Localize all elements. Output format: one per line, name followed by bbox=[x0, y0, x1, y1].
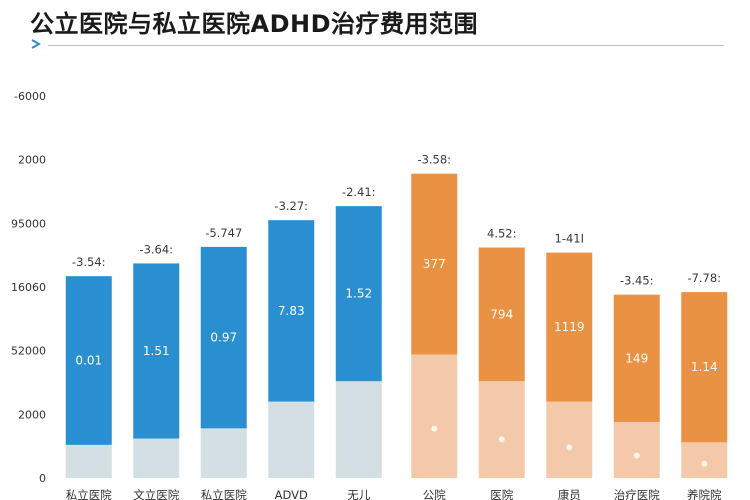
y-tick-label: -6000 bbox=[14, 90, 46, 103]
y-tick-label: 0 bbox=[39, 472, 46, 485]
x-tick-label: 康员 bbox=[558, 488, 581, 500]
x-tick-label: ADVD bbox=[275, 488, 308, 500]
bar-segment bbox=[200, 246, 247, 429]
y-tick-label: 2000 bbox=[18, 154, 46, 167]
bar-value-label: 1.14 bbox=[691, 360, 718, 374]
bar-top-label: -5.747 bbox=[205, 226, 242, 240]
bar-segment bbox=[268, 220, 315, 402]
bar-segment bbox=[681, 292, 728, 443]
bar-base-segment bbox=[335, 381, 382, 478]
bar-top-label: -3.54: bbox=[72, 255, 106, 269]
bar-base-segment bbox=[65, 444, 112, 478]
bar-base-segment bbox=[133, 438, 180, 478]
bar-value-label: 1119 bbox=[554, 320, 585, 334]
bar-top-label: -3.45: bbox=[620, 274, 654, 288]
bar-segment bbox=[133, 263, 180, 439]
x-tick-label: 无儿 bbox=[347, 488, 370, 500]
x-tick-label: 治疗医院 bbox=[614, 488, 660, 500]
bar-base-segment bbox=[546, 401, 593, 478]
bar-value-label: 149 bbox=[625, 351, 648, 365]
bar-top-label: 4.52: bbox=[487, 227, 516, 241]
x-tick-label: 私立医院 bbox=[66, 488, 112, 500]
bar-base-segment bbox=[268, 401, 315, 478]
bar-dot-marker bbox=[566, 444, 573, 451]
bar-segment bbox=[478, 247, 525, 382]
y-tick-label: 2000 bbox=[18, 408, 46, 421]
bar-value-label: 794 bbox=[490, 307, 513, 321]
bar-segment bbox=[613, 294, 660, 422]
bar-dot-marker bbox=[633, 452, 640, 459]
bar-dot-marker bbox=[431, 425, 438, 432]
bar-top-label: -2.41: bbox=[342, 185, 376, 199]
x-tick-label: 医院 bbox=[490, 488, 513, 500]
y-tick-label: 16060 bbox=[11, 281, 46, 294]
bar-segment bbox=[335, 206, 382, 382]
title-divider bbox=[48, 45, 724, 46]
bar-top-label: -7.78: bbox=[687, 271, 721, 285]
bar-segment bbox=[546, 252, 593, 402]
bar-base-segment bbox=[478, 381, 525, 478]
bar-value-label: 1.51 bbox=[143, 344, 170, 358]
y-tick-label: 95000 bbox=[11, 217, 46, 230]
chevron-icon bbox=[31, 39, 42, 49]
bar-top-label: 1-41I bbox=[555, 232, 585, 246]
bar-base-segment bbox=[411, 354, 458, 478]
bar-value-label: 1.52 bbox=[345, 287, 372, 301]
bar-value-label: 0.97 bbox=[210, 331, 237, 345]
bar-top-label: -3.58: bbox=[417, 153, 451, 167]
bar-dot-marker bbox=[498, 436, 505, 443]
bar-top-label: -3.64: bbox=[139, 242, 173, 256]
y-tick-label: 52000 bbox=[11, 345, 46, 358]
bar-segment bbox=[65, 276, 112, 445]
x-tick-label: 文立医院 bbox=[133, 488, 179, 500]
bar-value-label: 377 bbox=[423, 257, 446, 271]
x-tick-label: 私立医院 bbox=[201, 488, 247, 500]
bar-top-label: -3.27: bbox=[274, 199, 308, 213]
bar-dot-marker bbox=[701, 460, 708, 467]
x-tick-label: 公院 bbox=[423, 488, 446, 500]
bar-base-segment bbox=[613, 421, 660, 478]
bar-base-segment bbox=[200, 428, 247, 478]
chart-title: 公立医院与私立医院ADHD治疗费用范围 bbox=[30, 10, 479, 38]
bar-value-label: 0.01 bbox=[75, 354, 102, 368]
x-tick-label: 养院院 bbox=[687, 488, 722, 500]
bar-value-label: 7.83 bbox=[278, 304, 305, 318]
bar-base-segment bbox=[681, 442, 728, 478]
bar-segment bbox=[411, 173, 458, 355]
